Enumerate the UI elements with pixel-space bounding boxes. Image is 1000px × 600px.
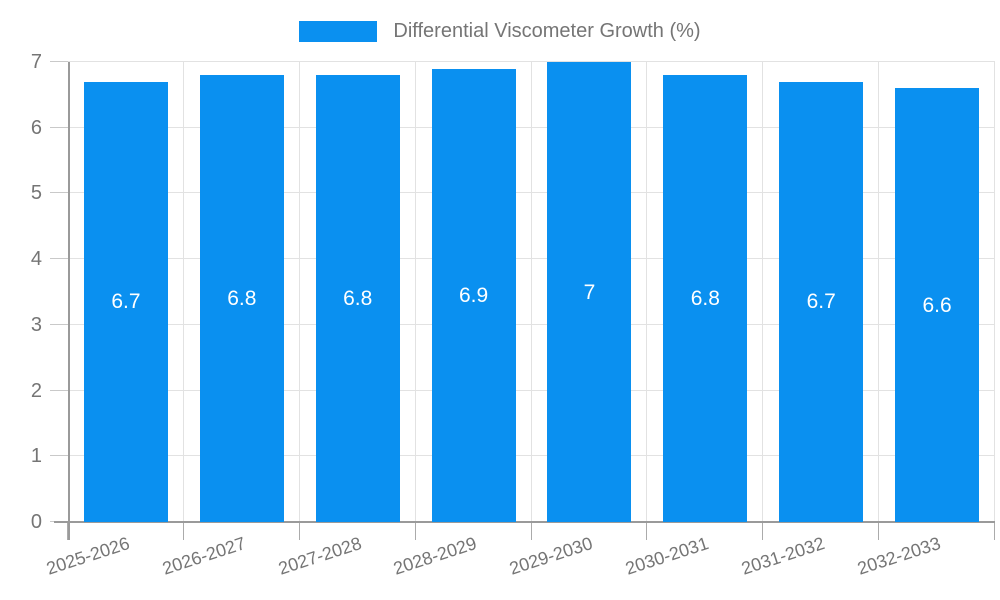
y-axis-tick: [50, 258, 68, 260]
y-axis-label: 3: [30, 313, 42, 336]
bar-value-label: 6.9: [458, 283, 489, 307]
x-axis-label-2025-2026: 2025-2026: [43, 533, 132, 579]
bar-2026-2027[interactable]: 6.8: [199, 75, 284, 522]
bar-value-label: 6.6: [922, 293, 952, 317]
gridline-horizontal: [68, 192, 995, 194]
bar-2029-2030[interactable]: 7: [547, 62, 632, 522]
bar-2027-2028[interactable]: 6.8: [315, 75, 400, 522]
x-axis-label-2029-2030: 2029-2030: [507, 533, 596, 579]
legend-label: Differential Viscometer Growth (%): [393, 20, 701, 42]
gridline-vertical: [414, 62, 416, 522]
x-axis-tick: [530, 523, 532, 540]
x-axis-tick: [762, 523, 764, 540]
bar-2032-2033[interactable]: 6.6: [895, 88, 980, 522]
gridline-vertical: [530, 62, 532, 522]
bar-value-label: 6.7: [111, 290, 141, 314]
y-axis-tick: [50, 455, 68, 457]
bar-value-label: 6.8: [227, 287, 257, 311]
x-axis-label-2031-2032: 2031-2032: [738, 533, 828, 579]
gridline-vertical: [878, 62, 880, 522]
gridline-horizontal: [68, 389, 995, 391]
gridline-horizontal: [68, 61, 995, 62]
x-axis-tick: [414, 523, 416, 540]
gridline-vertical: [298, 62, 300, 522]
legend-swatch-icon: [299, 21, 378, 42]
gridline-vertical: [646, 62, 648, 522]
x-axis-tick: [67, 523, 68, 540]
y-axis-tick: [50, 323, 68, 325]
x-axis-label-2027-2028: 2027-2028: [275, 533, 364, 579]
x-axis-label-2026-2027: 2026-2027: [159, 533, 248, 579]
bar-value-label: 6.8: [690, 287, 720, 311]
x-axis-tick: [878, 523, 880, 540]
x-axis-label-2030-2031: 2030-2031: [623, 533, 712, 579]
gridline-horizontal: [68, 126, 995, 128]
y-axis-tick: [50, 61, 68, 62]
y-axis-label: 6: [30, 116, 42, 139]
plot-area: 6.7 6.8 6.8 6.9 7 6.8 6.7 6.6 0 1 2 3 4 5 6 7 2025-2026…: [31, 52, 995, 579]
gridline-vertical: [762, 62, 764, 522]
y-axis-label: 7: [30, 51, 42, 73]
bar-value-label: 6.8: [343, 287, 373, 311]
y-axis-label: 2: [30, 379, 42, 402]
gridline-horizontal: [68, 258, 995, 260]
x-axis-label-2028-2029: 2028-2029: [391, 533, 480, 579]
bar-2025-2026[interactable]: 6.7: [83, 81, 168, 522]
x-axis-tick: [646, 523, 648, 540]
bar-value-label: 6.7: [806, 290, 836, 314]
y-axis-line: [68, 62, 70, 540]
gridline-vertical: [182, 62, 184, 522]
y-axis-tick: [50, 126, 68, 128]
legend-item[interactable]: Differential Viscometer Growth (%): [299, 20, 701, 43]
bar-2028-2029[interactable]: 6.9: [431, 68, 516, 522]
gridline-horizontal: [68, 323, 995, 325]
x-axis-tick: [994, 523, 995, 540]
bar-value-label: 7: [583, 280, 596, 304]
y-axis-label: 1: [30, 445, 42, 468]
x-axis-tick: [182, 523, 184, 540]
x-axis-tick: [298, 523, 300, 540]
bar-2030-2031[interactable]: 6.8: [663, 75, 748, 522]
x-axis-label-2032-2033: 2032-2033: [854, 533, 943, 579]
y-axis-label: 0: [30, 511, 42, 533]
legend: Differential Viscometer Growth (%): [0, 20, 1000, 43]
y-axis-label: 4: [30, 248, 42, 271]
y-axis-tick: [50, 389, 68, 391]
bar-2031-2032[interactable]: 6.7: [779, 81, 864, 522]
y-axis-label: 5: [30, 182, 42, 205]
y-axis-tick: [50, 192, 68, 194]
gridline-vertical: [994, 62, 995, 522]
gridline-horizontal: [68, 455, 995, 457]
x-axis-line: [54, 521, 995, 523]
